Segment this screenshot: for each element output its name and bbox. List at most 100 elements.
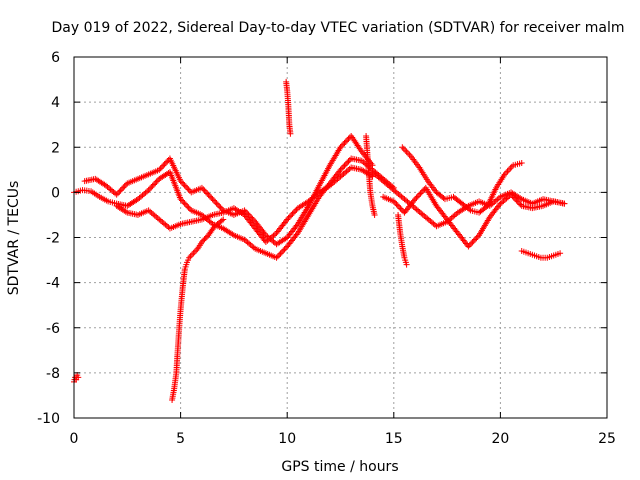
- data-point: [292, 207, 299, 214]
- data-point: [286, 213, 293, 220]
- data-point: [181, 182, 188, 189]
- data-point: [473, 235, 480, 242]
- data-point: [418, 189, 425, 196]
- data-point: [114, 190, 121, 197]
- data-point: [180, 198, 187, 205]
- series-track-6: [283, 78, 294, 137]
- data-point: [337, 166, 344, 173]
- data-point: [276, 251, 283, 258]
- data-point: [198, 184, 205, 191]
- data-point: [201, 187, 208, 194]
- data-point: [282, 244, 289, 251]
- data-point: [184, 185, 191, 192]
- data-point: [287, 130, 294, 137]
- x-tick-label: 15: [385, 431, 403, 447]
- data-point: [75, 374, 82, 381]
- data-point: [113, 191, 120, 198]
- data-point: [121, 183, 128, 190]
- data-point: [277, 250, 284, 257]
- data-point: [160, 162, 167, 169]
- series-track-11: [380, 184, 568, 250]
- data-point: [392, 199, 399, 206]
- data-point: [191, 248, 198, 255]
- data-point: [212, 198, 219, 205]
- data-point: [188, 251, 195, 258]
- data-point: [337, 144, 344, 151]
- y-axis-label: SDTVAR / TECUs: [6, 181, 22, 296]
- series-track-8: [395, 211, 410, 268]
- data-point: [290, 209, 297, 216]
- data-point: [220, 216, 227, 223]
- data-point: [413, 194, 420, 201]
- data-point: [250, 217, 257, 224]
- tick-marks: [73, 56, 608, 419]
- series-track-7: [363, 132, 378, 218]
- data-point: [440, 195, 447, 202]
- data-point: [289, 210, 296, 217]
- data-point: [249, 215, 256, 222]
- data-point: [342, 161, 349, 168]
- data-point: [342, 138, 349, 145]
- data-point: [120, 184, 127, 191]
- data-point: [118, 185, 125, 192]
- data-point: [338, 142, 345, 149]
- data-point: [185, 204, 192, 211]
- data-point: [516, 200, 523, 207]
- data-point: [508, 191, 515, 198]
- y-tick-label: -10: [37, 411, 60, 427]
- data-point: [186, 206, 193, 213]
- data-point: [216, 203, 223, 210]
- data-point: [371, 211, 378, 218]
- y-tick-labels: -10 -8 -6 -4 -2 0 2 4 6: [37, 50, 60, 427]
- data-point: [162, 159, 169, 166]
- data-point: [150, 181, 157, 188]
- data-point: [512, 195, 519, 202]
- data-point: [204, 190, 211, 197]
- data-point: [468, 240, 475, 247]
- data-point: [397, 205, 404, 212]
- data-point: [181, 200, 188, 207]
- series-track-12: [518, 248, 564, 261]
- data-point: [284, 216, 291, 223]
- y-tick-label: -6: [46, 321, 60, 337]
- data-point: [274, 253, 281, 260]
- data-point: [116, 188, 123, 195]
- data-point: [153, 178, 160, 185]
- data-point: [214, 201, 221, 208]
- data-point: [469, 239, 476, 246]
- data-point: [208, 194, 215, 201]
- data-point: [164, 158, 171, 165]
- data-point: [280, 247, 287, 254]
- data-point: [180, 180, 187, 187]
- data-point: [414, 193, 421, 200]
- data-point: [161, 161, 168, 168]
- data-point: [210, 197, 217, 204]
- y-tick-label: 2: [51, 140, 60, 156]
- data-point: [393, 201, 400, 208]
- data-point: [390, 198, 397, 205]
- data-point: [396, 204, 403, 211]
- data-point: [218, 217, 225, 224]
- data-point: [403, 148, 410, 155]
- data-point: [341, 140, 348, 147]
- data-point: [278, 249, 285, 256]
- data-point: [412, 196, 419, 203]
- data-point: [288, 212, 295, 219]
- data-point: [152, 180, 159, 187]
- data-point: [201, 236, 208, 243]
- data-point: [206, 193, 213, 200]
- data-point: [122, 181, 129, 188]
- data-point: [146, 185, 153, 192]
- x-tick-label: 10: [278, 431, 296, 447]
- y-tick-label: -4: [46, 276, 60, 292]
- x-tick-label: 25: [598, 431, 616, 447]
- series-track-4: [113, 164, 376, 246]
- data-point: [514, 198, 521, 205]
- data-point: [507, 165, 514, 172]
- data-point: [190, 250, 197, 257]
- data-point: [344, 159, 351, 166]
- data-point: [557, 250, 564, 257]
- x-axis-label: GPS time / hours: [281, 459, 398, 475]
- data-point: [517, 201, 524, 208]
